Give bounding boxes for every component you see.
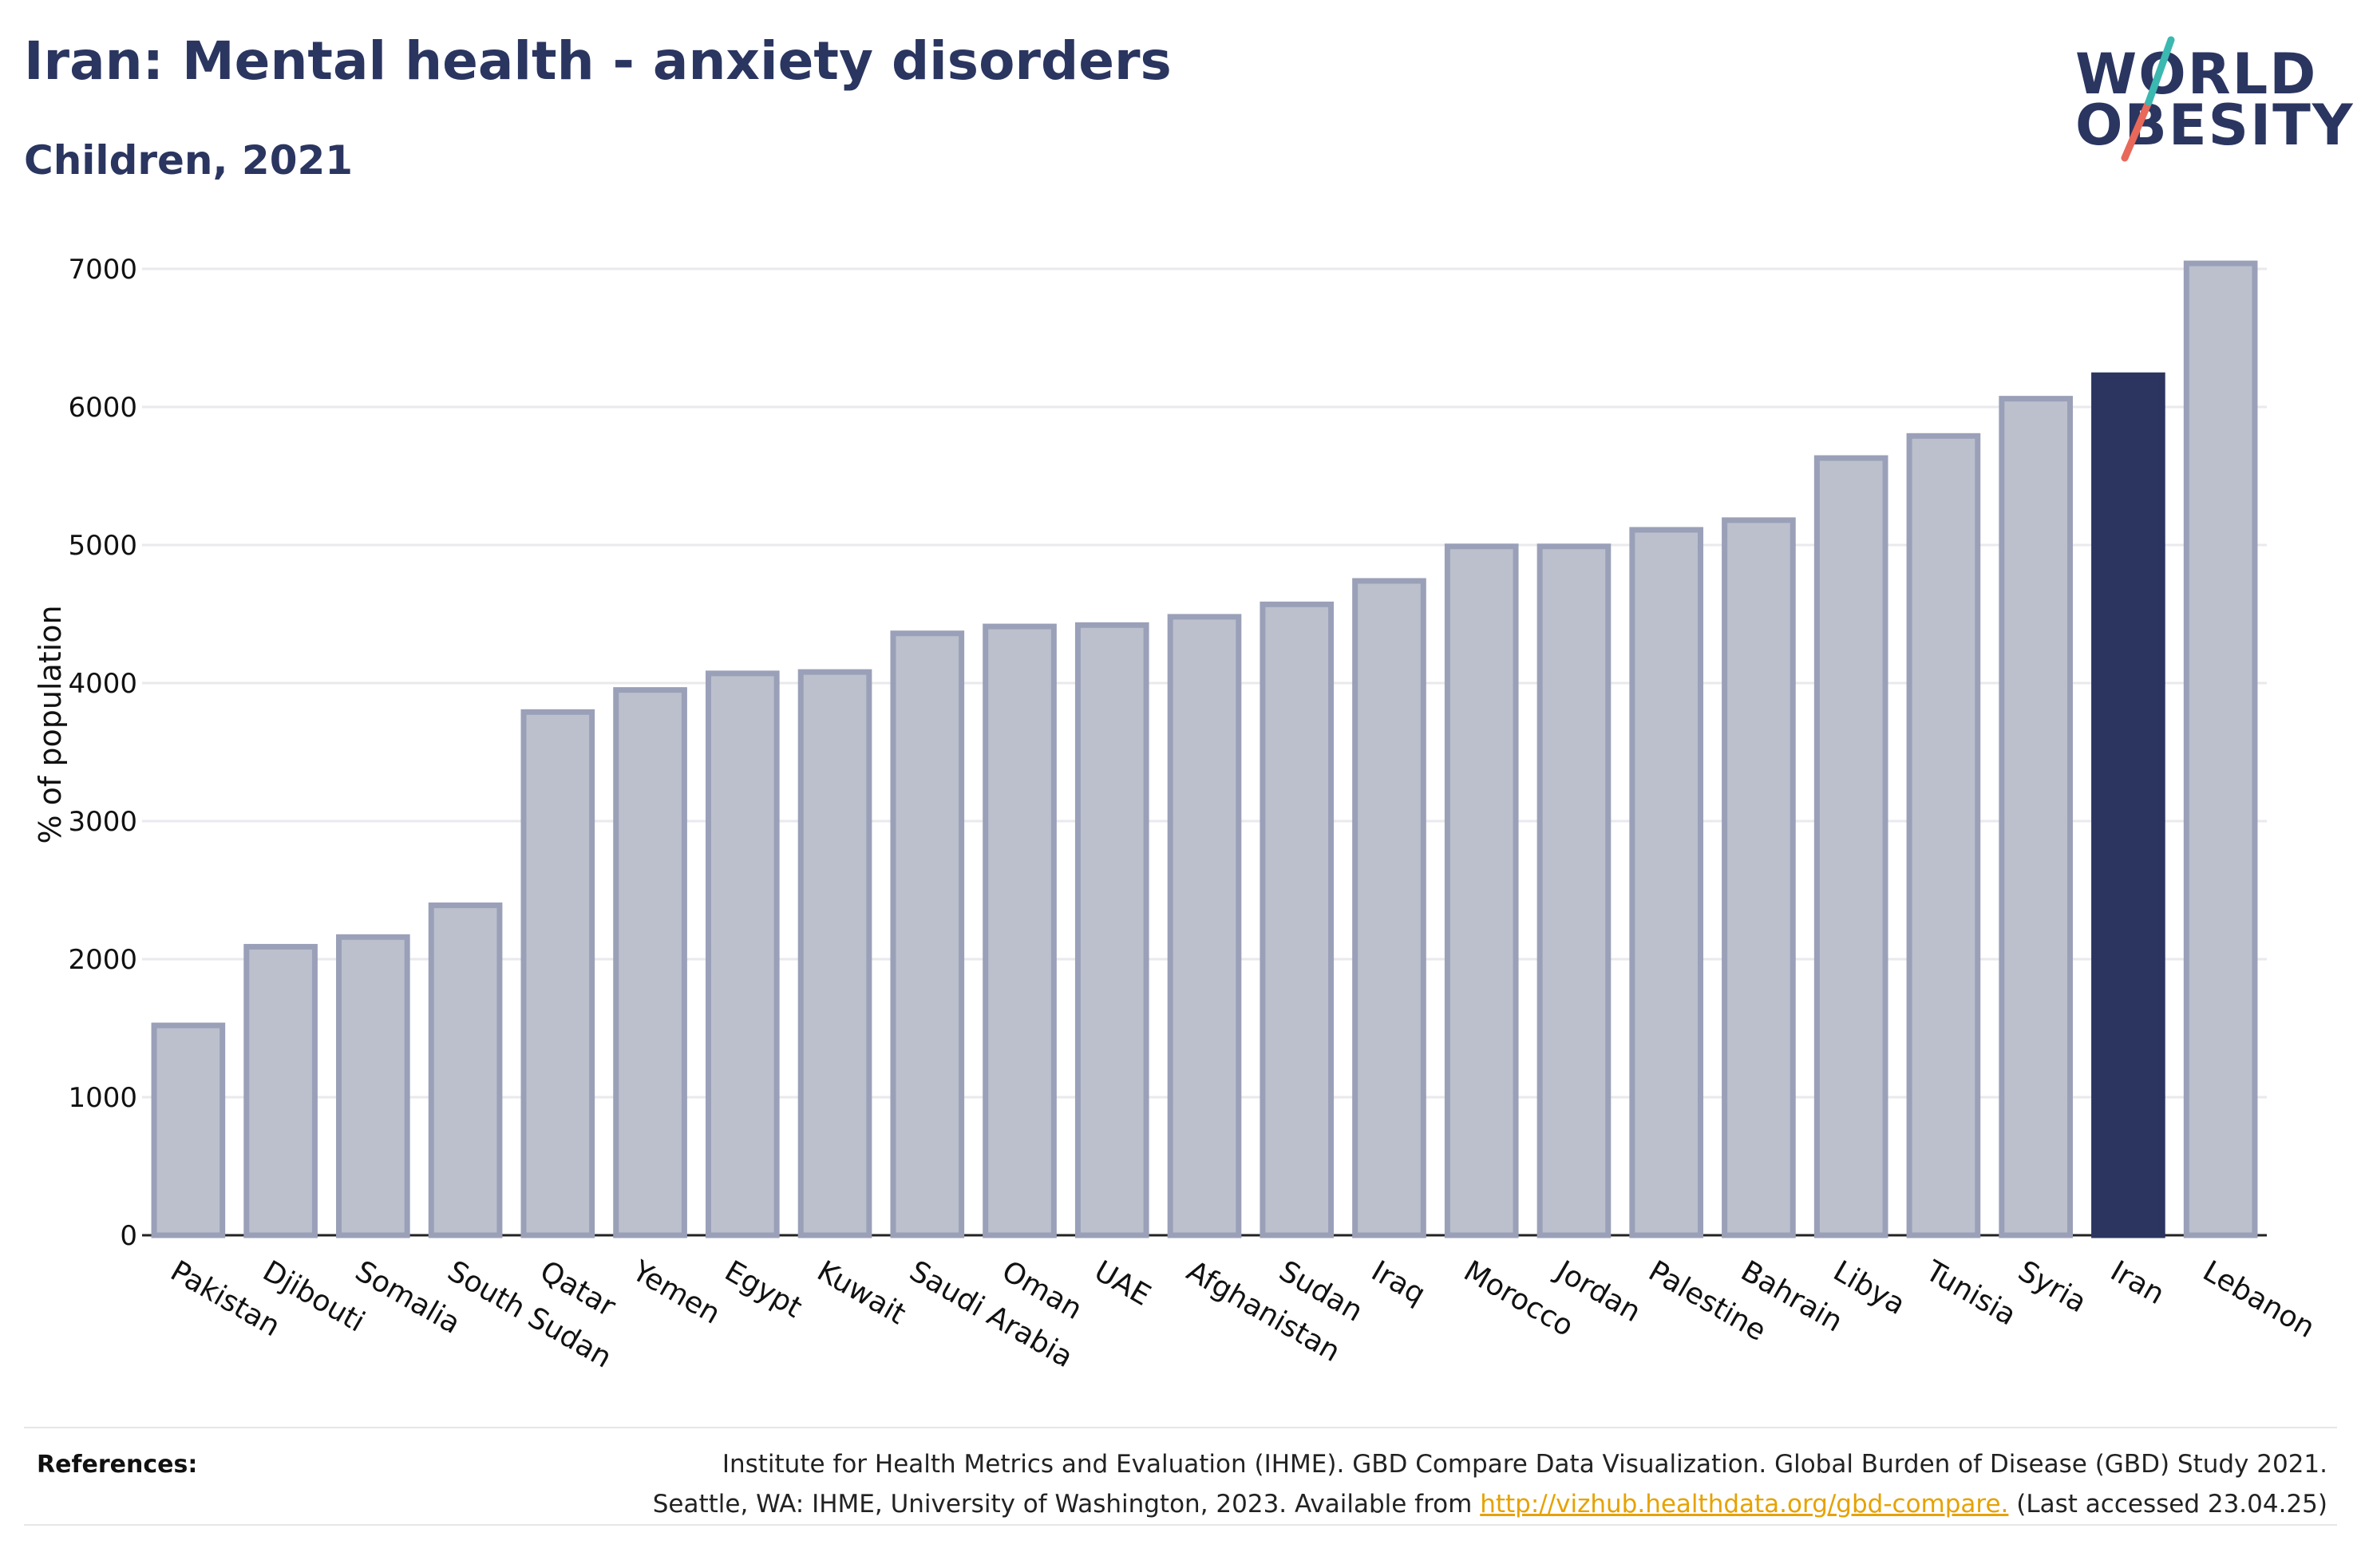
y-tick-label: 5000 <box>68 530 137 562</box>
x-tick-label: Lebanon <box>2197 1254 2320 1345</box>
y-tick-label: 0 <box>120 1220 137 1252</box>
bar-saudi-arabia <box>890 630 965 1238</box>
bar-qatar <box>520 709 595 1238</box>
y-tick-label: 4000 <box>68 668 137 700</box>
bar-oman <box>983 623 1057 1238</box>
x-tick-label: Egypt <box>719 1254 807 1324</box>
bar-morocco <box>1444 543 1519 1238</box>
x-tick-label: UAE <box>1089 1254 1156 1312</box>
references-label: References: <box>37 1451 198 1479</box>
references-text: Institute for Health Metrics and Evaluat… <box>653 1444 2327 1524</box>
x-tick-label: Tunisia <box>1920 1254 2022 1332</box>
bars <box>151 260 2258 1238</box>
y-tick-label: 7000 <box>68 254 137 286</box>
logo-slash-icon <box>2121 36 2175 162</box>
references-line-2-start: Seattle, WA: IHME, University of Washing… <box>652 1490 1481 1519</box>
bar-jordan <box>1536 543 1612 1238</box>
y-tick-label: 3000 <box>68 806 137 838</box>
bar-djibouti <box>243 943 318 1238</box>
y-axis-label: % of population <box>33 605 68 843</box>
bar-syria <box>1999 396 2073 1238</box>
x-tick-label: Syria <box>2012 1254 2091 1319</box>
bar-lebanon <box>2183 260 2258 1238</box>
references-top-rule <box>24 1427 2337 1428</box>
bar-libya <box>1813 455 1888 1238</box>
chart-title: Iran: Mental health - anxiety disorders <box>24 30 1172 92</box>
bar-pakistan <box>151 1022 226 1238</box>
y-tick-label: 1000 <box>68 1082 137 1114</box>
bar-palestine <box>1629 527 1704 1238</box>
x-tick-label: Yemen <box>626 1254 726 1331</box>
logo-text-obesity: OBESITY <box>2075 93 2355 158</box>
chart-subtitle: Children, 2021 <box>24 137 354 184</box>
y-axis-ticks: 0 1000 2000 3000 4000 5000 6000 7000 <box>68 254 137 1252</box>
bar-sudan <box>1260 601 1335 1238</box>
references-link[interactable]: http://vizhub.healthdata.org/gbd-compare… <box>1480 1490 2009 1519</box>
x-tick-label: Iran <box>2105 1254 2169 1311</box>
y-tick-label: 6000 <box>68 392 137 424</box>
x-tick-label: Iraq <box>1366 1254 1430 1311</box>
bar-south-sudan <box>428 902 503 1238</box>
bar-bahrain <box>1722 517 1796 1238</box>
bar-iraq <box>1352 578 1426 1238</box>
bar-iran <box>2091 372 2165 1238</box>
references-line-2-end: (Last accessed 23.04.25) <box>2008 1490 2327 1519</box>
bar-afghanistan <box>1167 614 1242 1238</box>
y-tick-label: 2000 <box>68 944 137 976</box>
bar-tunisia <box>1906 432 1981 1238</box>
world-obesity-logo: WORLD OBESITY <box>2075 24 2353 168</box>
bar-somalia <box>336 934 410 1238</box>
bar-uae <box>1074 622 1149 1238</box>
references-bottom-rule <box>24 1524 2337 1526</box>
x-tick-label: Kuwait <box>812 1254 912 1331</box>
bar-yemen <box>613 687 687 1238</box>
references-line-2: Seattle, WA: IHME, University of Washing… <box>653 1484 2327 1524</box>
references-line-1: Institute for Health Metrics and Evaluat… <box>722 1450 2327 1479</box>
x-tick-label: Somalia <box>350 1254 465 1341</box>
bar-chart: 0 1000 2000 3000 4000 5000 6000 7000 PakistanDj… <box>33 254 2320 1375</box>
bar-egypt <box>705 670 780 1238</box>
logo-text-world: WORLD <box>2075 41 2318 107</box>
bar-kuwait <box>797 669 872 1238</box>
